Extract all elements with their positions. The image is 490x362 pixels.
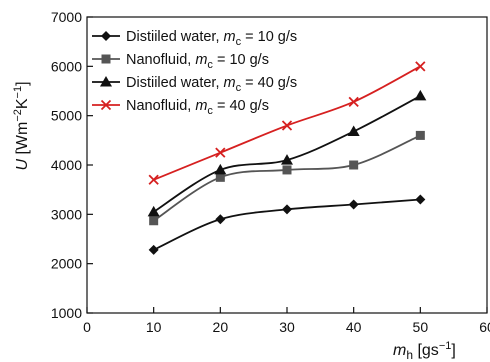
legend-label-value: = 40 g/s (213, 98, 269, 114)
series-4-point-4-stroke-b (348, 96, 359, 107)
series-1-point-2 (215, 214, 226, 225)
series-3-point-3 (281, 154, 293, 165)
x-axis-title: mh [gs−1] (393, 340, 456, 362)
y-tick-label: 2000 (51, 256, 82, 272)
legend-label-sub: c (207, 59, 213, 71)
axes: 0 10 20 30 40 50 60 1000 2000 3000 4000 5000 6000 700… (51, 9, 490, 335)
y-axis-title-close: ] (14, 81, 31, 85)
legend-marker (101, 54, 111, 64)
series-4-point-1 (148, 174, 159, 185)
y-tick-label: 7000 (51, 9, 82, 25)
x-tick-label: 60 (479, 319, 490, 335)
legend-marker (100, 76, 112, 87)
legend-item-3: Distiiled water, mc = 40 g/s (92, 75, 297, 94)
series-1-point-4 (348, 199, 359, 210)
legend-label: Distiiled water, mc = 10 g/s (126, 29, 297, 48)
y-tick-label: 4000 (51, 157, 82, 173)
axis-titles: mh [gs−1]U [Wm−2K−1] (12, 81, 456, 362)
legend-label-var: m (195, 52, 207, 68)
x-tick-label: 20 (213, 319, 229, 335)
series-2-point-4 (349, 160, 359, 170)
x-tick-label: 30 (279, 319, 295, 335)
legend-marker (101, 31, 111, 41)
y-axis-title-sup1: −2 (12, 109, 24, 122)
legend-label: Nanofluid, mc = 10 g/s (126, 52, 269, 71)
series-4-point-1-stroke-b (148, 174, 159, 185)
series-4-point-2 (215, 147, 226, 158)
series-4-point-5-stroke-b (415, 61, 426, 72)
x-axis-title-close: ] (451, 342, 455, 359)
series-markers (147, 61, 427, 255)
legend-label-text: Nanofluid, (126, 98, 195, 114)
legend-item-4: Nanofluid, mc = 40 g/s (92, 98, 269, 117)
legend-label-var: m (195, 98, 207, 114)
x-tick-label: 0 (83, 319, 91, 335)
x-axis-title-var: m (393, 342, 406, 359)
y-tick-label: 1000 (51, 305, 82, 321)
legend-item-1: Distiiled water, mc = 10 g/s (92, 29, 297, 48)
series-1-point-1 (148, 244, 159, 255)
y-tick-label: 5000 (51, 108, 82, 124)
y-axis-title-units: [Wm (14, 122, 31, 159)
y-tick-label: 6000 (51, 58, 82, 74)
y-axis-title-sup2: −1 (12, 86, 24, 99)
series-1-point-3 (282, 204, 292, 215)
series-2-point-1 (149, 216, 159, 226)
legend-marker (100, 99, 112, 111)
legend-label-var: m (224, 75, 236, 91)
x-axis-title-sub: h (406, 348, 413, 362)
series-2-point-5 (415, 130, 425, 140)
legend-label-sub: c (236, 36, 242, 48)
series-4-point-5 (415, 61, 426, 72)
legend-label: Nanofluid, mc = 40 g/s (126, 98, 269, 117)
y-axis-title-mid: K (14, 98, 31, 109)
legend-label-value: = 40 g/s (241, 75, 297, 91)
legend-label-var: m (224, 29, 236, 45)
series-4-point-4 (348, 96, 359, 107)
legend-marker-stroke-b (100, 99, 112, 111)
legend-label-value: = 10 g/s (241, 29, 297, 45)
x-axis-title-units: [gs (413, 342, 439, 359)
x-tick-label: 50 (413, 319, 429, 335)
series-2-point-3 (282, 165, 292, 175)
y-axis-title: U [Wm−2K−1] (12, 81, 31, 170)
series-4-point-3 (281, 120, 293, 131)
series-3-point-2 (214, 163, 227, 175)
legend-label-text: Distiiled water, (126, 75, 224, 91)
series-4-point-3-stroke-b (281, 120, 293, 131)
series-3-point-4 (347, 125, 360, 136)
legend-label-sub: c (207, 105, 213, 117)
y-tick-label: 3000 (51, 206, 82, 222)
legend-label-sub: c (236, 82, 242, 94)
legend-label-value: = 10 g/s (213, 52, 269, 68)
legend-label-text: Nanofluid, (126, 52, 195, 68)
x-axis-title-sup: −1 (439, 340, 452, 352)
x-tick-label: 10 (146, 319, 162, 335)
legend-label: Distiiled water, mc = 40 g/s (126, 75, 297, 94)
series-2-point-2 (215, 172, 225, 182)
series-3-point-1 (147, 205, 160, 217)
series-4-point-2-stroke-b (215, 147, 226, 158)
legend-label-text: Distiiled water, (126, 29, 224, 45)
series-1-point-5 (415, 194, 426, 205)
y-axis-title-var: U (14, 159, 31, 171)
series-3-point-5 (414, 89, 427, 101)
x-tick-label: 40 (346, 319, 362, 335)
legend-item-2: Nanofluid, mc = 10 g/s (92, 52, 269, 71)
